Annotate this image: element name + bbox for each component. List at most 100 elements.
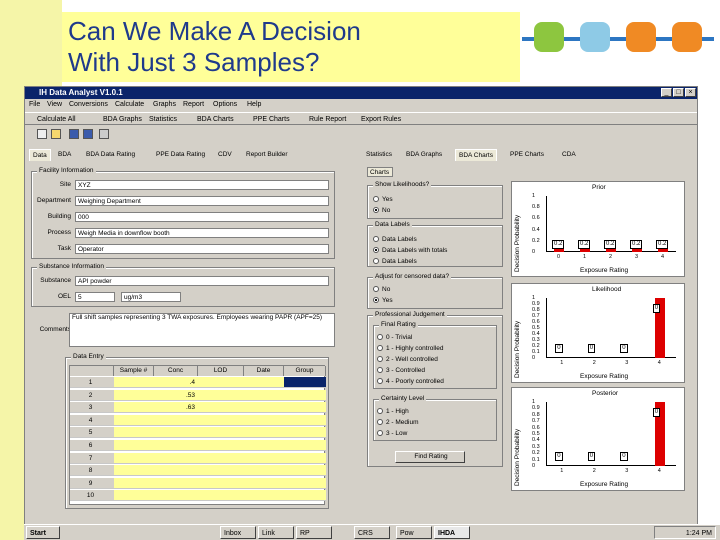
statistics-button[interactable]: Statistics <box>149 116 178 123</box>
cell-date[interactable] <box>244 452 284 464</box>
cell-group[interactable] <box>284 402 326 414</box>
cell-lod[interactable] <box>198 427 244 439</box>
data-labels-option-3[interactable]: Data Labels <box>373 257 417 266</box>
tab-bda[interactable]: BDA <box>58 151 72 158</box>
start-button[interactable]: Start <box>26 526 60 539</box>
maximize-button[interactable]: □ <box>673 88 684 97</box>
cell-group[interactable] <box>284 490 326 502</box>
tab-cda[interactable]: CDA <box>562 151 576 158</box>
menu-options[interactable]: Options <box>213 101 238 108</box>
cell-sample[interactable] <box>114 414 154 426</box>
cell-lod[interactable] <box>198 377 244 388</box>
final-rating-3-radio[interactable]: 3 - Controlled <box>377 366 425 375</box>
cell-group[interactable] <box>284 377 326 388</box>
cell-conc[interactable]: .63 <box>154 402 198 414</box>
oel-unit-select[interactable]: ug/m3 <box>121 292 181 302</box>
cell-sample[interactable] <box>114 452 154 464</box>
cell-conc[interactable]: .53 <box>154 389 198 401</box>
cell-sample[interactable] <box>114 389 154 401</box>
bda-charts-button[interactable]: BDA Charts <box>197 116 234 123</box>
cell-group[interactable] <box>284 427 326 439</box>
cell-conc[interactable] <box>154 477 198 489</box>
cell-lod[interactable] <box>198 490 244 502</box>
cell-date[interactable] <box>244 465 284 477</box>
tab-bda-data-rating[interactable]: BDA Data Rating <box>86 151 136 158</box>
tab-statistics[interactable]: Statistics <box>366 151 393 158</box>
cell-date[interactable] <box>244 389 284 401</box>
menu-graphs[interactable]: Graphs <box>153 101 176 108</box>
cell-sample[interactable] <box>114 465 154 477</box>
bda-graphs-button[interactable]: BDA Graphs <box>103 116 142 123</box>
adjust-censored-yes-radio[interactable]: Yes <box>373 296 393 305</box>
cell-lod[interactable] <box>198 465 244 477</box>
rule-report-button[interactable]: Rule Report <box>309 116 347 123</box>
cell-conc[interactable] <box>154 452 198 464</box>
cell-sample[interactable] <box>114 427 154 439</box>
cell-group[interactable] <box>284 389 326 401</box>
menu-help[interactable]: Help <box>247 101 262 108</box>
data-labels-option-2[interactable]: Data Labels with totals <box>373 246 447 255</box>
tab-data[interactable]: Data <box>29 149 51 161</box>
cell-sample[interactable] <box>114 402 154 414</box>
minimize-button[interactable]: _ <box>661 88 672 97</box>
cell-group[interactable] <box>284 440 326 451</box>
adjust-censored-no-radio[interactable]: No <box>373 285 390 294</box>
task-field[interactable]: Operator <box>75 244 329 254</box>
taskbar-item-2[interactable]: Link <box>258 526 294 539</box>
final-rating-2-radio[interactable]: 2 - Well controlled <box>377 355 438 364</box>
show-priors-no-radio[interactable]: No <box>373 206 390 215</box>
cell-date[interactable] <box>244 377 284 388</box>
export-rules-button[interactable]: Export Rules <box>361 116 402 123</box>
show-priors-yes-radio[interactable]: Yes <box>373 195 393 204</box>
cell-sample[interactable] <box>114 377 154 388</box>
building-field[interactable]: 000 <box>75 212 329 222</box>
taskbar-item-5[interactable]: Pow <box>396 526 432 539</box>
tab-bda-graphs[interactable]: BDA Graphs <box>406 151 443 158</box>
certainty-medium-radio[interactable]: 2 - Medium <box>377 418 419 427</box>
process-field[interactable]: Weigh Media in downflow booth <box>75 228 329 238</box>
tab-report-builder[interactable]: Report Builder <box>246 151 288 158</box>
final-rating-4-radio[interactable]: 4 - Poorly controlled <box>377 377 444 386</box>
cell-conc[interactable] <box>154 427 198 439</box>
taskbar-item-3[interactable]: RP <box>296 526 332 539</box>
save-all-icon[interactable] <box>83 129 93 139</box>
cell-group[interactable] <box>284 414 326 426</box>
tab-ppe-data-rating[interactable]: PPE Data Rating <box>156 151 206 158</box>
menu-file[interactable]: File <box>29 101 41 108</box>
comments-field[interactable]: Full shift samples representing 3 TWA ex… <box>69 313 335 347</box>
menu-calculate[interactable]: Calculate <box>115 101 145 108</box>
print-icon[interactable] <box>99 129 109 139</box>
new-file-icon[interactable] <box>37 129 47 139</box>
cell-sample[interactable] <box>114 490 154 502</box>
cell-conc[interactable] <box>154 465 198 477</box>
taskbar-item-1[interactable]: Inbox <box>220 526 256 539</box>
cell-sample[interactable] <box>114 477 154 489</box>
certainty-high-radio[interactable]: 1 - High <box>377 407 409 416</box>
substance-field[interactable]: API powder <box>75 276 329 286</box>
find-rating-button[interactable]: Find Rating <box>395 451 465 463</box>
cell-date[interactable] <box>244 414 284 426</box>
cell-date[interactable] <box>244 477 284 489</box>
department-field[interactable]: Weighing Department <box>75 196 329 206</box>
cell-lod[interactable] <box>198 389 244 401</box>
cell-lod[interactable] <box>198 477 244 489</box>
menu-view[interactable]: View <box>47 101 63 108</box>
cell-group[interactable] <box>284 465 326 477</box>
tab-cdv[interactable]: CDV <box>218 151 232 158</box>
calculate-all-button[interactable]: Calculate All <box>37 116 76 123</box>
save-icon[interactable] <box>69 129 79 139</box>
cell-lod[interactable] <box>198 402 244 414</box>
certainty-low-radio[interactable]: 3 - Low <box>377 429 407 438</box>
cell-lod[interactable] <box>198 414 244 426</box>
cell-date[interactable] <box>244 490 284 502</box>
cell-lod[interactable] <box>198 452 244 464</box>
cell-group[interactable] <box>284 477 326 489</box>
cell-date[interactable] <box>244 440 284 451</box>
cell-conc[interactable] <box>154 440 198 451</box>
cell-sample[interactable] <box>114 440 154 451</box>
taskbar-item-4[interactable]: CRS <box>354 526 390 539</box>
menu-report[interactable]: Report <box>183 101 205 108</box>
final-rating-1-radio[interactable]: 1 - Highly controlled <box>377 344 443 353</box>
oel-field[interactable]: 5 <box>75 292 115 302</box>
cell-lod[interactable] <box>198 440 244 451</box>
